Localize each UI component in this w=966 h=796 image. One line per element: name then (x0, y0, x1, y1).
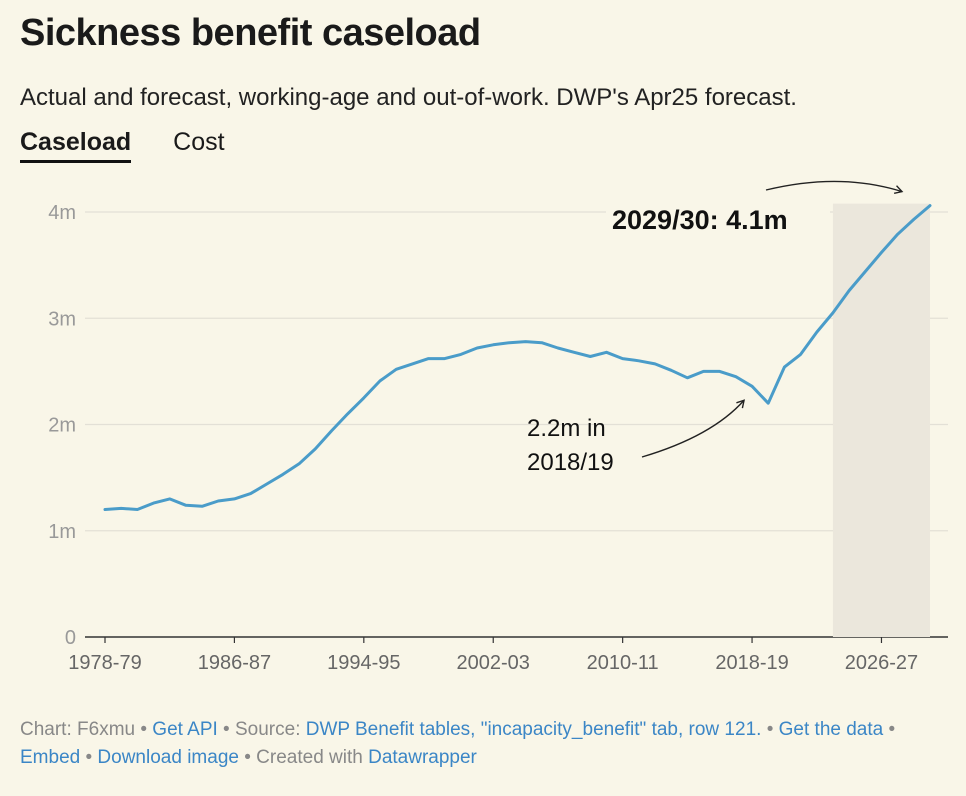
forecast-shading (832, 203, 930, 637)
x-tick-label: 2002-03 (457, 652, 530, 674)
y-tick-label: 3m (48, 308, 76, 330)
footer-sep: • (80, 747, 98, 768)
get-api-link[interactable]: Get API (152, 719, 218, 740)
get-data-link[interactable]: Get the data (778, 719, 884, 740)
y-axis: 0 1m 2m 3m 4m (48, 202, 76, 649)
chart-title: Sickness benefit caseload (20, 12, 481, 54)
x-tick-label: 2010-11 (587, 652, 659, 674)
download-image-link[interactable]: Download image (97, 747, 239, 768)
embed-link[interactable]: Embed (20, 747, 81, 768)
x-tick-label: 2026-27 (845, 652, 918, 674)
tab-cost[interactable]: Cost (173, 128, 225, 156)
chart-tabs: Caseload Cost (20, 128, 225, 163)
y-tick-label: 1m (48, 521, 76, 543)
x-tick-label: 1986-87 (198, 652, 271, 674)
forecast-shade (832, 203, 930, 637)
annotation-low-text: 2018/19 (527, 449, 614, 476)
tab-caseload[interactable]: Caseload (20, 128, 132, 163)
x-tick-label: 1994-95 (327, 652, 400, 674)
annotation-peak-arrow (765, 180, 904, 195)
x-axis: 1978-79 1986-87 1994-95 2002-03 2010-11 2018-… (68, 637, 918, 674)
series-lines (103, 204, 932, 511)
x-tick-label: 1978-79 (68, 652, 141, 674)
footer-created-prefix: • Created with (238, 747, 369, 768)
annotation-peak-text: 2029/30: 4.1m (612, 205, 788, 235)
x-tick-label: 2018-19 (715, 652, 788, 674)
annotation-peak-bg (606, 200, 830, 238)
chart-footer: Chart: F6xmu • Get API • Source: DWP Ben… (20, 716, 950, 772)
y-tick-label: 0 (65, 627, 76, 649)
y-tick-label: 2m (48, 415, 76, 437)
annotation-low-text: 2.2m in (527, 415, 606, 442)
footer-sep: • (883, 719, 896, 740)
source-link[interactable]: DWP Benefit tables, "incapacity_benefit"… (305, 719, 762, 740)
annotation-low-arrow (641, 399, 745, 458)
y-tick-label: 4m (48, 202, 76, 224)
datawrapper-link[interactable]: Datawrapper (368, 747, 477, 768)
line-chart: 0 1m 2m 3m 4m 1978-79 1986-87 1994-95 2002-03 20… (48, 180, 948, 674)
footer-chart-id: Chart: F6xmu • (20, 719, 153, 740)
series-line (103, 204, 932, 511)
annotations: 2.2m in 2018/19 2029/30: 4.1m (527, 180, 904, 476)
gridlines (85, 211, 948, 638)
footer-sep: • (761, 719, 779, 740)
chart-subtitle: Actual and forecast, working-age and out… (20, 84, 797, 111)
footer-source-prefix: • Source: (217, 719, 306, 740)
